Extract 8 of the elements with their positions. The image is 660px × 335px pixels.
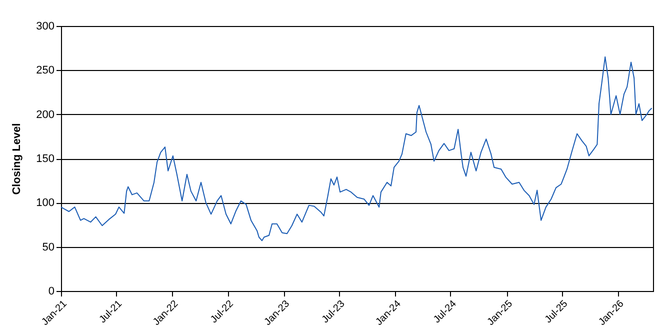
y-tick-label: 0: [48, 286, 54, 298]
y-tick-label: 250: [36, 64, 54, 77]
y-tick-label: 300: [36, 20, 54, 32]
y-axis-title: Closing Level: [11, 123, 24, 195]
y-tick-label: 100: [36, 197, 54, 210]
y-tick-label: 150: [36, 153, 54, 165]
y-tick-label: 200: [36, 108, 54, 121]
y-tick-label: 50: [42, 241, 54, 254]
